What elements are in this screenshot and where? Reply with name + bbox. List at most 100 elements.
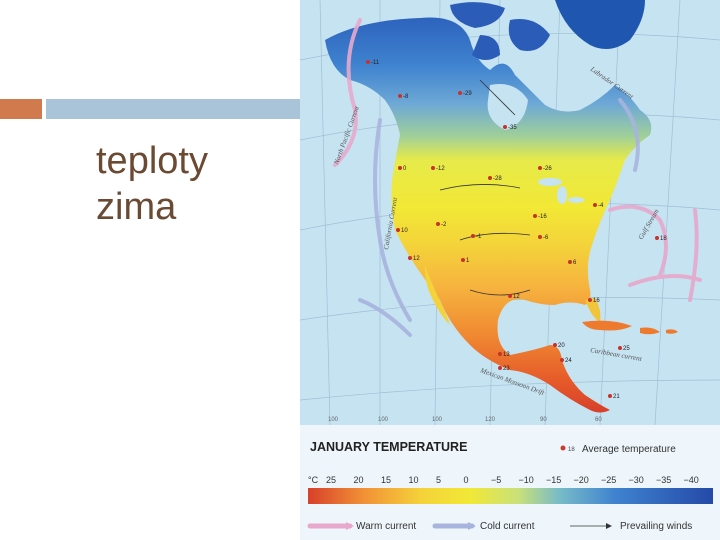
station-temp-label: 13 [503,352,510,358]
legend-background [300,425,720,540]
station-temp-label: -28 [493,176,502,182]
station-point [538,166,542,170]
station-temp-label: 12 [413,256,420,262]
scale-tick-label: 10 [409,475,419,485]
graticule-label: 100 [378,417,389,423]
scale-tick-label: 0 [464,475,469,485]
station-temp-label: -35 [508,125,517,131]
cold-current-arrow-icon [468,522,476,530]
station-point [398,94,402,98]
station-temp-label: 25 [623,346,630,352]
station-temp-label: 16 [593,298,600,304]
scale-tick-label: −30 [629,475,644,485]
graticule-label: 120 [485,417,496,423]
cold-current-label: Cold current [480,521,535,532]
prevailing-winds-label: Prevailing winds [620,521,692,532]
accent-block [0,99,42,119]
scale-tick-label: 15 [381,475,391,485]
graticule-label: 100 [432,417,443,423]
map-legend: JANUARY TEMPERATURE 18 Average temperatu… [300,425,720,540]
station-point [498,352,502,356]
warm-current-label: Warm current [356,521,416,532]
station-temp-label: -26 [543,166,552,172]
station-point [538,235,542,239]
average-temperature-point-icon [560,445,566,451]
scale-tick-label: 20 [354,475,364,485]
station-temp-label: 10 [401,228,408,234]
station-temp-label: -2 [441,222,447,228]
station-point [458,91,462,95]
station-temp-label: -1 [476,234,482,240]
station-temp-label: -6 [543,235,549,241]
title-line-2: zima [96,186,177,228]
scale-tick-label: −10 [519,475,534,485]
caribbean-islands [582,320,678,335]
legend-point-label: Average temperature [582,444,676,455]
station-point [588,298,592,302]
station-point [431,166,435,170]
station-point [608,394,612,398]
station-temp-label: 1 [466,258,470,264]
scale-tick-label: −25 [601,475,616,485]
graticule-label: 60 [595,417,602,423]
scale-tick-label: −15 [546,475,561,485]
station-temp-label: -29 [463,91,472,97]
station-point [408,256,412,260]
station-point [553,343,557,347]
station-point [655,236,659,240]
station-temp-label: 6 [573,260,577,266]
station-temp-label: -11 [371,60,380,66]
graticule-label: 100 [328,417,339,423]
station-temp-label: -8 [403,94,409,100]
temperature-scale-bar [308,488,713,504]
temperature-map-figure: North Pacific Current California Current… [300,0,720,540]
wind-arrow-icon [606,523,612,529]
prevailing-winds [439,79,531,296]
scale-tick-label: −20 [574,475,589,485]
baja-california [424,265,450,325]
station-point [508,294,512,298]
hudson-bay [487,84,528,130]
station-point [471,234,475,238]
greenland [555,0,645,49]
scale-tick-label: −40 [684,475,699,485]
scale-tick-label: −35 [656,475,671,485]
station-temp-label: -12 [436,166,445,172]
station-point [461,258,465,262]
cold-currents [358,98,640,337]
station-point [560,358,564,362]
station-temp-label: 18 [660,236,667,242]
station-temp-label: 21 [613,394,620,400]
station-point [618,346,622,350]
station-temp-label: -4 [598,203,604,209]
scale-tick-label: −5 [491,475,501,485]
station-point [398,166,402,170]
warm-current-arrow-icon [346,522,354,530]
slide-title: teploty zima [96,138,296,230]
station-temp-label: 12 [513,294,520,300]
arctic-islands [450,2,550,60]
station-point [568,260,572,264]
station-point [436,222,440,226]
great-lakes [538,178,584,204]
station-temp-label: 20 [558,343,565,349]
scale-tick-label: 5 [436,475,441,485]
station-point [488,176,492,180]
station-temp-label: 23 [503,366,510,372]
legend-unit: °C [308,475,319,485]
scale-tick-label: 25 [326,475,336,485]
scale-labels: 25 20 15 10 5 0 −5 −10 −15 −20 −25 −30 −35 −40 [326,475,699,485]
title-line-1: teploty [96,140,208,182]
station-temp-label: 24 [565,358,572,364]
legend-point-sample: 18 [568,447,575,453]
station-point [396,228,400,232]
station-point [593,203,597,207]
continent [325,17,652,413]
station-temp-label: 0 [403,166,407,172]
warm-currents [333,18,702,302]
graticule-label: 90 [540,417,547,423]
station-point [498,366,502,370]
legend-title: JANUARY TEMPERATURE [310,440,467,454]
florida [585,298,601,322]
accent-bar [46,99,300,119]
